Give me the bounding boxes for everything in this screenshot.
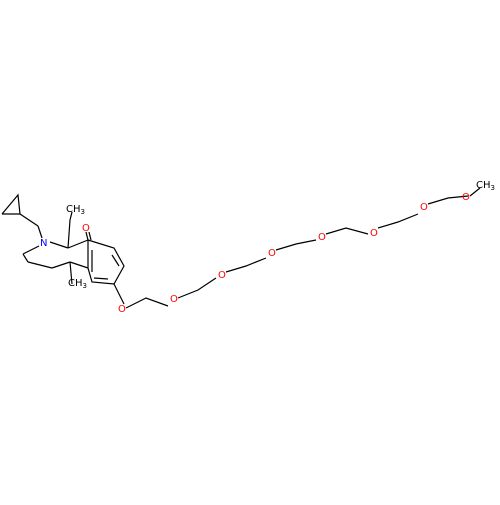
ether-oxygen-5: O [318, 232, 326, 243]
bond-ch2-n [37, 225, 43, 239]
nitrogen-label: N [40, 238, 47, 249]
bond-lines [1, 187, 481, 309]
ether-oxygen-8: O [462, 192, 470, 203]
bond-methyl-bottom [69, 261, 73, 285]
peg-segment [427, 195, 469, 205]
ether-oxygen-7: O [420, 202, 428, 213]
bond-c-o [85, 231, 89, 241]
aromatic-inner-bond [93, 277, 109, 280]
methyl-top-label: CH3 [66, 204, 85, 216]
peg-segment [225, 257, 267, 273]
terminal-methyl-label: CH3 [476, 180, 495, 192]
cyclopropyl-ring [1, 193, 21, 215]
bond-ring [67, 239, 89, 249]
peg-segment [377, 213, 419, 229]
ether-oxygen-1: O [118, 304, 126, 315]
bond-ring [69, 261, 89, 269]
methyl-bottom-label: CH3 [68, 278, 87, 290]
bond-methyl-top [69, 211, 73, 221]
ether-oxygen-2: O [170, 294, 178, 305]
bond-c-o-double [88, 231, 92, 241]
peg-segment [275, 239, 317, 251]
ketone-oxygen-label: O [82, 223, 90, 234]
bond-ring [51, 261, 71, 269]
peg-segment [325, 227, 369, 235]
ether-oxygen-6: O [370, 228, 378, 239]
bond-n-c [22, 245, 40, 255]
bond-ring [22, 253, 29, 263]
ether-oxygen-3: O [218, 270, 226, 281]
bond-bridge [67, 219, 71, 249]
atom-labels: N O CH3 CH3 O O O O O O O O CH3 [40, 180, 495, 315]
bond-ar-o [113, 283, 125, 305]
peg-segment [177, 277, 217, 299]
peg-segment [125, 297, 169, 309]
aromatic-inner-bond [111, 254, 120, 267]
bond-ring [27, 261, 53, 269]
ether-oxygen-4: O [268, 248, 276, 259]
bond-n-c [49, 241, 69, 249]
bond-cyclopropyl-ch2 [19, 213, 39, 227]
bond-terminal-methyl [469, 187, 481, 197]
